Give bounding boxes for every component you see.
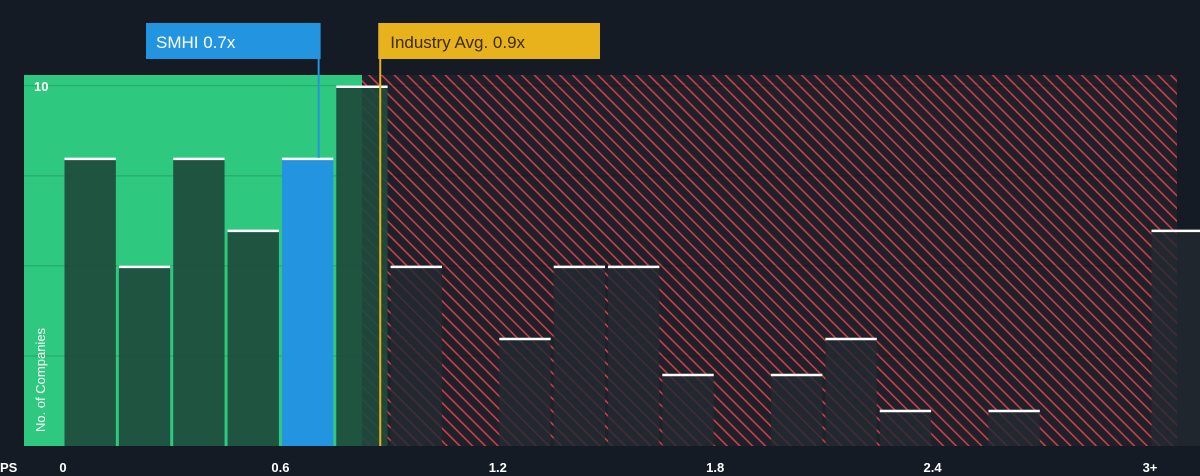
company-callout-box — [146, 23, 321, 59]
histogram-bar — [608, 265, 660, 446]
histogram-bar — [336, 85, 388, 447]
overvalued-zone — [362, 75, 1177, 446]
histogram-bar — [1151, 229, 1200, 446]
x-tick-label: 2.4 — [924, 460, 943, 475]
histogram-bar — [879, 409, 932, 446]
industry-callout-box — [378, 23, 600, 59]
histogram-bar — [825, 337, 877, 446]
industry-callout-label: Industry Avg. 0.9x — [390, 33, 525, 52]
x-tick-label: 3+ — [1143, 460, 1158, 475]
histogram-bar — [988, 409, 1040, 446]
histogram-bar — [118, 265, 171, 446]
y-axis-title: No. of Companies — [33, 327, 48, 432]
histogram-bar — [173, 157, 225, 446]
x-tick-label: 1.2 — [489, 460, 507, 475]
industry-callout: Industry Avg. 0.9x — [378, 23, 600, 59]
histogram-bar — [553, 265, 605, 446]
histogram-bar — [64, 157, 116, 446]
highlight-bar — [281, 157, 334, 446]
company-callout: SMHI 0.7x — [146, 23, 321, 59]
company-callout-label: SMHI 0.7x — [156, 33, 236, 52]
histogram-bar — [662, 373, 714, 446]
x-tick-label: 0 — [59, 460, 66, 475]
x-tick-label: 1.8 — [706, 460, 724, 475]
histogram-bar — [771, 373, 823, 446]
histogram-bar — [499, 337, 551, 446]
histogram-bar — [227, 229, 279, 446]
x-axis-title: PS — [0, 460, 18, 475]
x-tick-label: 0.6 — [271, 460, 289, 475]
histogram-bar — [390, 265, 442, 446]
y-tick-label: 10 — [34, 79, 48, 94]
